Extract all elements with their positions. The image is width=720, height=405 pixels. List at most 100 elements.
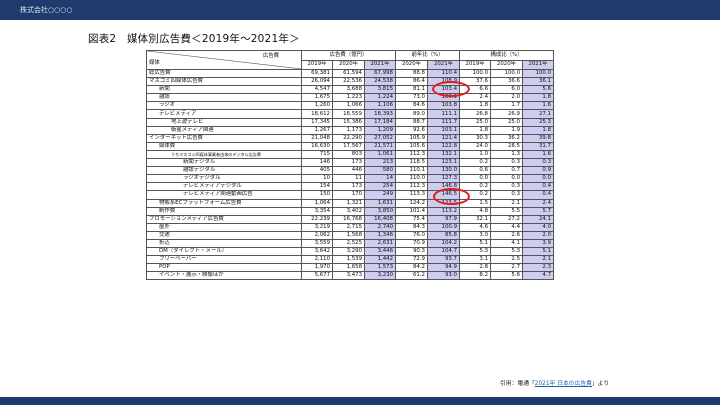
table-cell: 121.4 bbox=[427, 133, 460, 143]
table-cell: 105.6 bbox=[395, 141, 428, 151]
table-cell: 1,267 bbox=[301, 125, 333, 135]
table-row: テレビメディア 18,612 16,559 18,393 89.0 111.1 26.8 26… bbox=[146, 109, 554, 119]
table-cell: 1.8 bbox=[459, 101, 491, 111]
table-cell: 2,740 bbox=[364, 222, 396, 232]
table-cell: 113.2 bbox=[427, 206, 460, 216]
table-cell: 72.9 bbox=[395, 255, 428, 265]
table-cell: 4,547 bbox=[301, 85, 333, 95]
table-cell: 84.2 bbox=[395, 263, 428, 273]
table-cell: 1.8 bbox=[522, 125, 554, 135]
table-cell: 11 bbox=[332, 174, 365, 184]
corner-top-label: 広告費 bbox=[262, 53, 279, 59]
table-cell: 3,815 bbox=[364, 85, 396, 95]
table-cell: 16,630 bbox=[301, 141, 333, 151]
table-cell: 173 bbox=[332, 158, 365, 168]
table-cell: 103.8 bbox=[427, 101, 460, 111]
table-cell: 1,442 bbox=[364, 255, 396, 265]
table-cell: 21,048 bbox=[301, 133, 333, 143]
table-cell: 3,290 bbox=[332, 247, 365, 257]
table-cell: 146 bbox=[301, 158, 333, 168]
table-cell: 124.2 bbox=[395, 198, 428, 208]
year-header: 2020年 bbox=[332, 59, 365, 70]
table-cell: 1,568 bbox=[332, 230, 365, 240]
row-label: 雑誌 bbox=[146, 93, 302, 103]
table-cell: 3.0 bbox=[459, 230, 491, 240]
table-cell: 89.0 bbox=[395, 109, 428, 119]
table-cell: 75.4 bbox=[395, 214, 428, 224]
table-row: ラジオ 1,260 1,066 1,106 84.6 103.8 1.8 1.7 1.6 bbox=[146, 101, 554, 111]
year-header: 2021年 bbox=[364, 59, 396, 70]
table-cell: 2,631 bbox=[364, 238, 396, 249]
table-cell: 1,658 bbox=[332, 263, 365, 273]
table-cell: 18,612 bbox=[301, 109, 333, 119]
group-header: 構成比（%） bbox=[459, 50, 554, 61]
table-cell: 3,446 bbox=[364, 247, 396, 257]
table-cell: 27,052 bbox=[364, 133, 396, 143]
table-cell: 113.3 bbox=[395, 190, 428, 200]
source-link[interactable]: 2021年 日本の広告費 bbox=[534, 381, 592, 387]
table-cell: 3,354 bbox=[301, 206, 333, 216]
row-label: うちマスコミ四媒体事業者由来のデジタル広告費 bbox=[146, 149, 302, 160]
row-label: 新聞 bbox=[146, 85, 302, 95]
table-row: ラジオデジタル 10 11 14 110.0 127.3 0.0 0.0 0.0 bbox=[146, 174, 554, 184]
table-cell: 446 bbox=[332, 166, 365, 176]
table-cell: 110.0 bbox=[395, 174, 428, 184]
table-cell: 84.3 bbox=[395, 222, 428, 232]
table-cell: 1,321 bbox=[332, 198, 365, 208]
table-cell: 0.0 bbox=[490, 174, 523, 184]
table-cell: 0.3 bbox=[522, 158, 554, 168]
table-cell: 112.3 bbox=[395, 182, 428, 192]
table-cell: 1,209 bbox=[364, 125, 396, 135]
table-cell: 0.4 bbox=[522, 190, 554, 200]
table-row: プロモーションメディア広告費 22,239 16,768 16,408 75.4 97.9… bbox=[146, 214, 554, 224]
table-cell: 2.7 bbox=[490, 263, 523, 273]
table-cell: 1.0 bbox=[459, 149, 491, 160]
table-cell: 26,094 bbox=[301, 77, 333, 87]
row-label: 新聞デジタル bbox=[146, 158, 302, 168]
row-label: 総広告費 bbox=[146, 68, 302, 79]
table-cell: 2.6 bbox=[490, 230, 523, 240]
row-label: 地上波テレビ bbox=[146, 117, 302, 127]
row-label: 折込 bbox=[146, 238, 302, 249]
table-cell: 93.0 bbox=[427, 271, 460, 281]
row-label: 雑誌デジタル bbox=[146, 166, 302, 176]
table-cell: 0.3 bbox=[490, 158, 523, 168]
table-cell: 1,539 bbox=[332, 255, 365, 265]
table-cell: 2.0 bbox=[490, 93, 523, 103]
table-cell: 0.9 bbox=[522, 166, 554, 176]
annotation-circle bbox=[433, 188, 470, 205]
table-cell: 5.1 bbox=[522, 247, 554, 257]
row-label: 交通 bbox=[146, 230, 302, 240]
table-cell: 88.8 bbox=[395, 68, 428, 79]
source-prefix: 引用：電通「 bbox=[500, 381, 535, 387]
table-cell: 26.9 bbox=[490, 109, 523, 119]
table-cell: 3,559 bbox=[301, 238, 333, 249]
table-cell: 26.8 bbox=[459, 109, 491, 119]
table-cell: 1.3 bbox=[490, 149, 523, 160]
row-label: インターネット広告費 bbox=[146, 133, 302, 143]
row-label: テレビメディア関連動画広告 bbox=[146, 190, 302, 200]
table-cell: 86.4 bbox=[395, 77, 428, 87]
table-cell: 1,061 bbox=[364, 149, 396, 160]
table-cell: 24.1 bbox=[522, 214, 554, 224]
table-cell: 92.6 bbox=[395, 125, 428, 135]
row-label: 物販系ECプラットフォーム広告費 bbox=[146, 198, 302, 208]
table-row: 総広告費 69,381 61,594 67,998 88.8 110.4 100.0 100.… bbox=[146, 68, 554, 79]
table-cell: 0.2 bbox=[459, 158, 491, 168]
table-row: テレビメディアデジタル 154 173 254 112.3 146.8 0.2 0.3 0.4 bbox=[146, 182, 554, 192]
ad-spend-table: 広告費 媒体 広告費（億円） 前年比（%） 構成比（%） 2019年 2020年 2… bbox=[146, 50, 554, 281]
table-row: 衛星メディア関連 1,267 1,173 1,209 92.6 103.1 1.8 1.9 1.… bbox=[146, 125, 554, 135]
row-label: 制作費 bbox=[146, 206, 302, 216]
table-cell: 4.0 bbox=[522, 222, 554, 232]
table-cell: 17,345 bbox=[301, 117, 333, 127]
table-cell: 3.9 bbox=[522, 238, 554, 249]
table-cell: 101.4 bbox=[395, 206, 428, 216]
table-cell: 3,402 bbox=[332, 206, 365, 216]
table-cell: 249 bbox=[364, 190, 396, 200]
table-cell: 111.7 bbox=[427, 117, 460, 127]
row-label: イベント・展示・映像ほか bbox=[146, 271, 302, 281]
table-cell: 103.1 bbox=[427, 125, 460, 135]
table-row: DM（ダイレクト・メール） 3,642 3,290 3,446 90.3 104.7 5.3… bbox=[146, 247, 554, 257]
table-cell: 3,473 bbox=[332, 271, 365, 281]
table-cell: 16,559 bbox=[332, 109, 365, 119]
